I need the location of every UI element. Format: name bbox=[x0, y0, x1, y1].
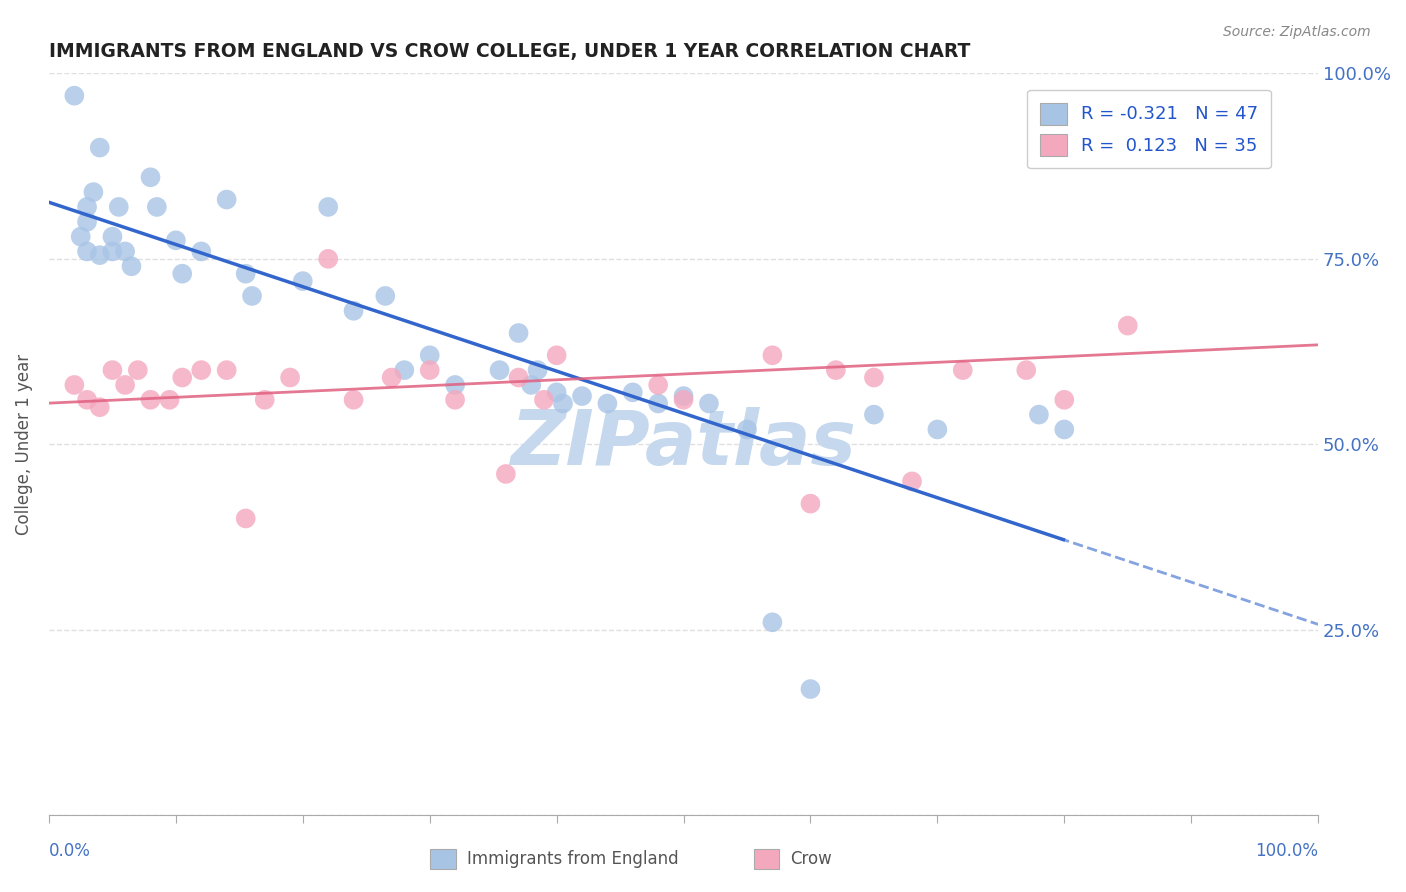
Point bbox=[520, 378, 543, 392]
Point bbox=[159, 392, 181, 407]
Point bbox=[316, 200, 339, 214]
Point bbox=[165, 233, 187, 247]
Point bbox=[1116, 318, 1139, 333]
Point bbox=[672, 389, 695, 403]
Point bbox=[1053, 392, 1076, 407]
Point bbox=[63, 88, 86, 103]
Text: 0.0%: 0.0% bbox=[49, 842, 91, 860]
Point bbox=[215, 193, 238, 207]
Point bbox=[824, 363, 846, 377]
Point bbox=[76, 244, 98, 259]
Point bbox=[76, 392, 98, 407]
Text: IMMIGRANTS FROM ENGLAND VS CROW COLLEGE, UNDER 1 YEAR CORRELATION CHART: IMMIGRANTS FROM ENGLAND VS CROW COLLEGE,… bbox=[49, 42, 970, 61]
Point bbox=[495, 467, 517, 481]
Point bbox=[419, 348, 441, 362]
Point bbox=[952, 363, 974, 377]
Point bbox=[114, 378, 136, 392]
Point bbox=[1154, 103, 1177, 118]
Point bbox=[526, 363, 548, 377]
Point bbox=[761, 348, 783, 362]
Point bbox=[107, 200, 129, 214]
Point bbox=[76, 200, 98, 214]
Point bbox=[596, 396, 619, 410]
Point bbox=[1015, 363, 1038, 377]
Point bbox=[571, 389, 593, 403]
Point bbox=[89, 248, 111, 262]
Point bbox=[82, 185, 104, 199]
Point bbox=[799, 681, 821, 696]
Point bbox=[735, 422, 758, 436]
Point bbox=[253, 392, 276, 407]
Point bbox=[444, 378, 467, 392]
Point bbox=[101, 244, 124, 259]
Point bbox=[863, 370, 886, 384]
Point bbox=[546, 385, 568, 400]
Point bbox=[647, 396, 669, 410]
Point bbox=[127, 363, 149, 377]
Point bbox=[488, 363, 510, 377]
Point bbox=[215, 363, 238, 377]
Point bbox=[139, 170, 162, 185]
Point bbox=[394, 363, 416, 377]
Point bbox=[342, 392, 364, 407]
Point bbox=[172, 267, 194, 281]
Point bbox=[235, 267, 257, 281]
Point bbox=[101, 229, 124, 244]
Point bbox=[69, 229, 91, 244]
Point bbox=[508, 326, 530, 340]
Text: ZIPatlas: ZIPatlas bbox=[510, 408, 856, 482]
Point bbox=[240, 289, 263, 303]
Point bbox=[621, 385, 644, 400]
Point bbox=[146, 200, 169, 214]
Point bbox=[927, 422, 949, 436]
Point bbox=[139, 392, 162, 407]
Point bbox=[697, 396, 720, 410]
Point bbox=[172, 370, 194, 384]
Point bbox=[863, 408, 886, 422]
Point bbox=[101, 363, 124, 377]
Point bbox=[190, 363, 212, 377]
Point bbox=[508, 370, 530, 384]
Point bbox=[533, 392, 555, 407]
Point bbox=[291, 274, 314, 288]
Point bbox=[901, 475, 924, 489]
Point bbox=[76, 215, 98, 229]
Point bbox=[419, 363, 441, 377]
Point bbox=[316, 252, 339, 266]
Point bbox=[546, 348, 568, 362]
Point bbox=[235, 511, 257, 525]
Text: 100.0%: 100.0% bbox=[1256, 842, 1319, 860]
Text: Immigrants from England: Immigrants from England bbox=[467, 850, 679, 868]
Point bbox=[799, 497, 821, 511]
Point bbox=[1053, 422, 1076, 436]
Point bbox=[190, 244, 212, 259]
Point bbox=[121, 260, 143, 274]
Point bbox=[647, 378, 669, 392]
Point bbox=[761, 615, 783, 630]
Point bbox=[672, 392, 695, 407]
Point bbox=[374, 289, 396, 303]
Legend: R = -0.321   N = 47, R =  0.123   N = 35: R = -0.321 N = 47, R = 0.123 N = 35 bbox=[1028, 90, 1271, 169]
Point bbox=[278, 370, 301, 384]
Text: Crow: Crow bbox=[790, 850, 832, 868]
Point bbox=[89, 401, 111, 415]
Point bbox=[1028, 408, 1050, 422]
Point bbox=[342, 303, 364, 318]
Point bbox=[63, 378, 86, 392]
Text: Source: ZipAtlas.com: Source: ZipAtlas.com bbox=[1223, 25, 1371, 39]
Y-axis label: College, Under 1 year: College, Under 1 year bbox=[15, 354, 32, 535]
Point bbox=[551, 396, 574, 410]
Point bbox=[89, 140, 111, 154]
Point bbox=[114, 244, 136, 259]
Point bbox=[444, 392, 467, 407]
Point bbox=[381, 370, 404, 384]
